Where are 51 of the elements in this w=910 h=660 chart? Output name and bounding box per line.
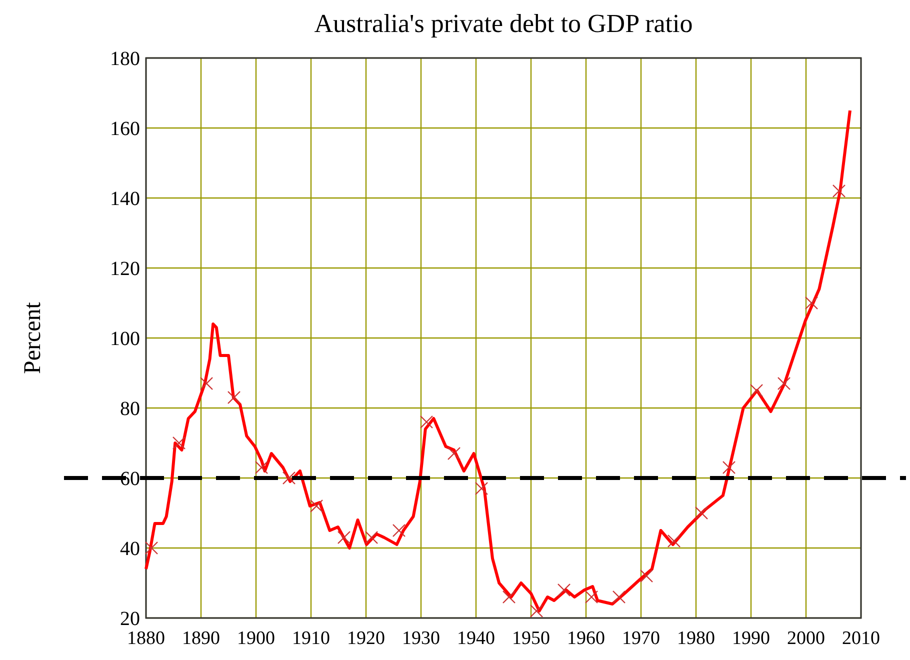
- point: [832, 184, 846, 198]
- chart-title: Australia's private debt to GDP ratio: [314, 9, 693, 38]
- y-tick-label: 160: [110, 118, 140, 140]
- x-tick-label: 1980: [677, 628, 715, 649]
- y-tick-label: 120: [110, 258, 140, 280]
- point: [392, 524, 406, 538]
- x-tick-label: 1930: [402, 628, 440, 649]
- point: [804, 296, 818, 310]
- point: [282, 471, 296, 485]
- point: [777, 376, 791, 390]
- x-tick-label: 1940: [457, 628, 495, 649]
- point: [144, 541, 158, 555]
- x-tick-label: 1900: [237, 628, 275, 649]
- y-axis-title: Percent: [20, 302, 46, 374]
- y-tick-label: 140: [110, 188, 140, 210]
- point: [172, 436, 186, 450]
- x-tick-label: 1880: [127, 628, 165, 649]
- point: [227, 390, 241, 404]
- x-tick-label: 1920: [347, 628, 385, 649]
- point: [420, 415, 434, 429]
- point: [750, 384, 764, 398]
- x-tick-label: 1890: [182, 628, 220, 649]
- point: [694, 506, 708, 520]
- point: [447, 446, 461, 460]
- point: [722, 460, 736, 474]
- point: [530, 604, 544, 618]
- point: [200, 376, 214, 390]
- x-tick-label: 2000: [787, 628, 825, 649]
- x-tick-label: 2010: [842, 628, 880, 649]
- point: [364, 530, 378, 544]
- y-tick-label: 80: [120, 398, 140, 420]
- line-series: [144, 109, 852, 612]
- point: [667, 534, 681, 548]
- x-tick-label: 1950: [512, 628, 550, 649]
- y-tick-label: 180: [110, 48, 140, 70]
- y-tick-label: 100: [110, 328, 140, 350]
- point: [640, 569, 654, 583]
- x-tick-label: 1990: [732, 628, 770, 649]
- x-tick-label: 1970: [622, 628, 660, 649]
- point: [557, 583, 571, 597]
- point: [502, 590, 516, 604]
- point: [254, 460, 268, 474]
- point: [337, 530, 351, 544]
- point: [310, 499, 324, 513]
- point: [584, 590, 598, 604]
- point: [474, 482, 488, 496]
- x-tick-label: 1960: [567, 628, 605, 649]
- x-tick-label: 1910: [292, 628, 330, 649]
- point: [612, 590, 626, 604]
- y-tick-label: 40: [120, 538, 140, 560]
- y-tick-label: 20: [120, 608, 140, 630]
